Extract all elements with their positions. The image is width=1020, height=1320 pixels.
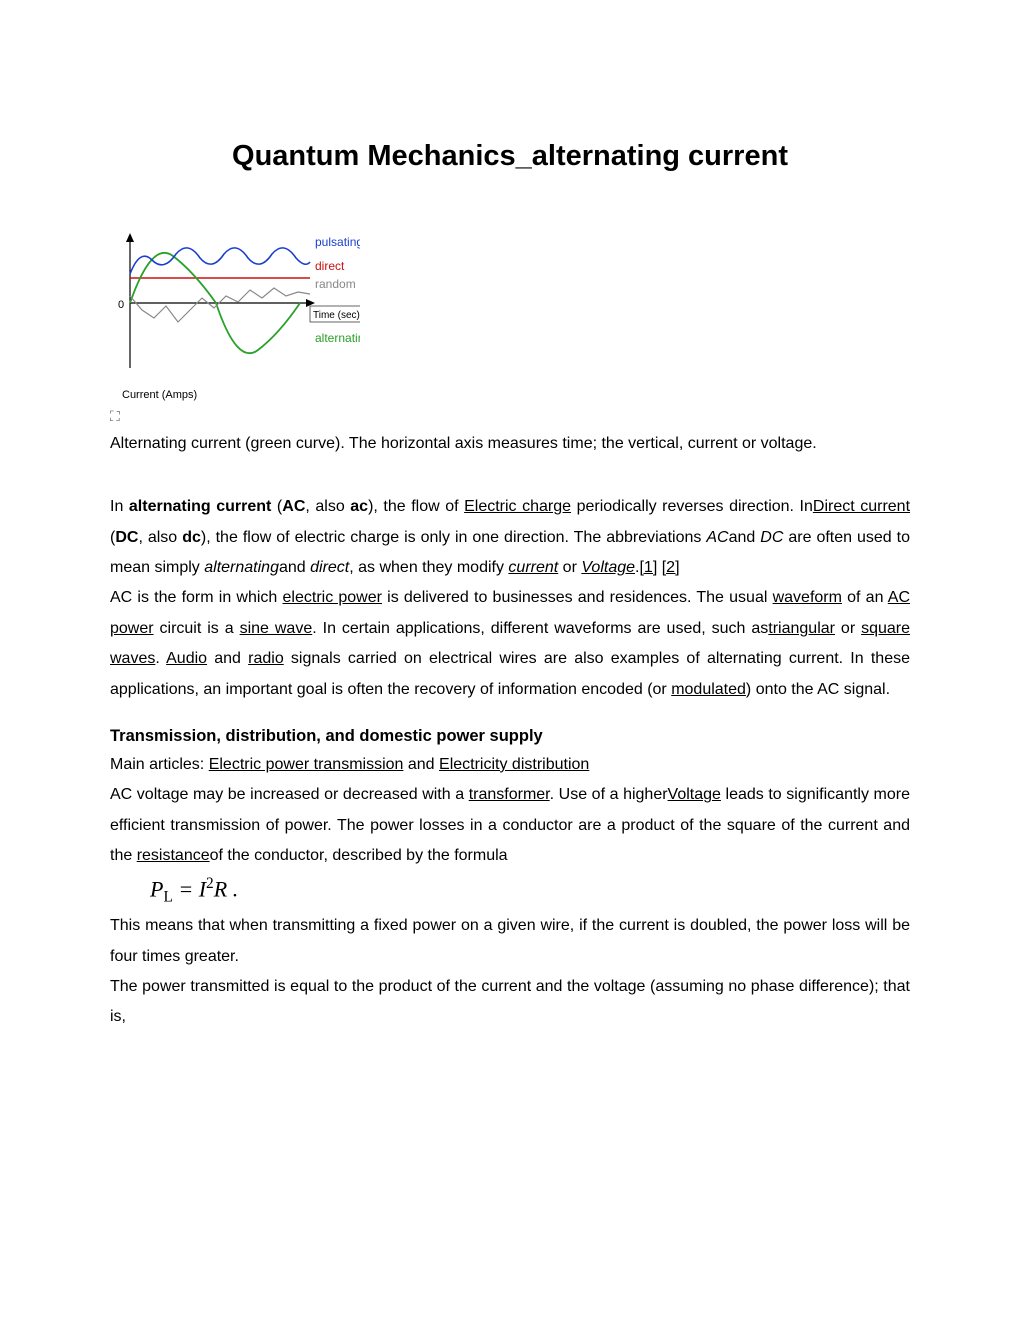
ref-1[interactable]: [1] xyxy=(639,559,657,576)
x-axis-label: Time (sec) xyxy=(313,310,360,321)
link-triangular[interactable]: triangular xyxy=(768,620,835,637)
link-audio[interactable]: Audio xyxy=(166,650,207,667)
legend-pulsating: pulsating xyxy=(315,235,360,249)
main-articles: Main articles: Electric power transmissi… xyxy=(110,750,910,780)
link-waveform[interactable]: waveform xyxy=(773,589,842,606)
paragraph-4: This means that when transmitting a fixe… xyxy=(110,911,910,972)
y-axis-label: Current (Amps) xyxy=(122,389,197,401)
link-direct-current[interactable]: Direct current xyxy=(813,498,910,515)
paragraph-1: In alternating current (AC, also ac), th… xyxy=(110,492,910,583)
paragraph-5: The power transmitted is equal to the pr… xyxy=(110,972,910,1033)
link-electric-charge[interactable]: Electric charge xyxy=(464,498,571,515)
paragraph-2: AC is the form in which electric power i… xyxy=(110,583,910,705)
page-title: Quantum Mechanics_alternating current xyxy=(110,140,910,173)
legend-alternating: alternating xyxy=(315,331,360,345)
current-types-chart: 0 pulsating direct random Time (sec) alt… xyxy=(110,228,910,425)
link-voltage[interactable]: Voltage xyxy=(668,786,721,803)
link-electric-power[interactable]: electric power xyxy=(283,589,382,606)
power-loss-formula: PL = I2R . xyxy=(150,875,910,907)
link-modulated[interactable]: modulated xyxy=(671,681,746,698)
link-resistance[interactable]: resistance xyxy=(137,847,210,864)
section-heading: Transmission, distribution, and domestic… xyxy=(110,727,910,746)
figure-caption: Alternating current (green curve). The h… xyxy=(110,430,910,457)
paragraph-3: AC voltage may be increased or decreased… xyxy=(110,780,910,871)
link-sine-wave[interactable]: sine wave xyxy=(240,620,313,637)
link-radio[interactable]: radio xyxy=(248,650,284,667)
link-transformer[interactable]: transformer xyxy=(469,786,550,803)
ref-2[interactable]: [2] xyxy=(662,559,680,576)
link-electricity-distribution[interactable]: Electricity distribution xyxy=(439,756,589,773)
chart-svg: 0 pulsating direct random Time (sec) alt… xyxy=(110,228,360,408)
expand-icon[interactable]: ⛶ xyxy=(110,408,910,425)
legend-random: random xyxy=(315,277,356,291)
link-power-transmission[interactable]: Electric power transmission xyxy=(209,756,404,773)
zero-label: 0 xyxy=(118,299,124,311)
legend-direct: direct xyxy=(315,259,345,273)
